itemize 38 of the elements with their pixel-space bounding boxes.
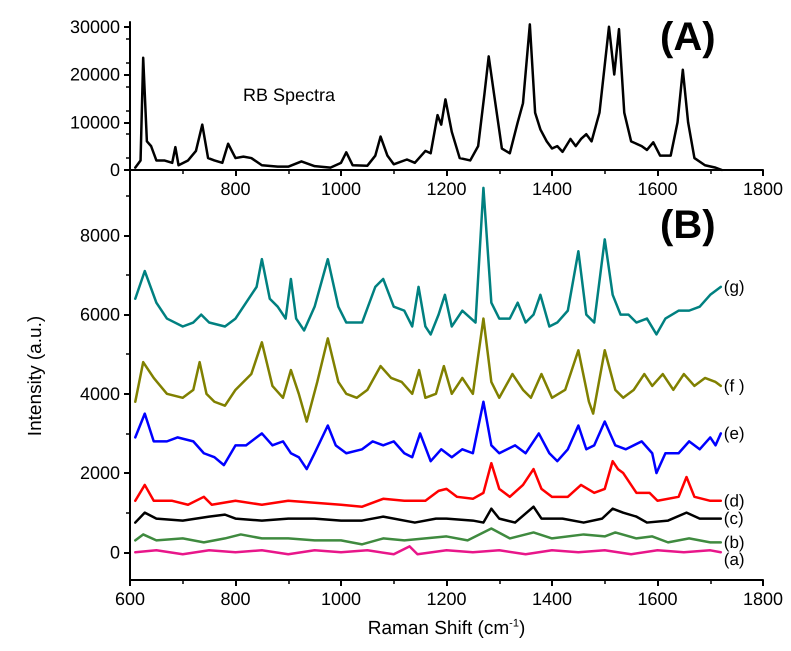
x-tick-label: 800 bbox=[220, 589, 251, 609]
line-series bbox=[134, 527, 722, 546]
x-tick-label: 1800 bbox=[742, 179, 784, 199]
y-tick-label: 20000 bbox=[70, 64, 120, 85]
series-label: (c) bbox=[724, 509, 744, 528]
x-tick-label: 1000 bbox=[320, 589, 362, 609]
y-tick-label: 30000 bbox=[70, 16, 120, 37]
y-tick-label: 6000 bbox=[80, 304, 120, 325]
x-tick-label: 1600 bbox=[637, 589, 678, 609]
series-label: (g) bbox=[724, 277, 745, 296]
y-tick-label: 10000 bbox=[70, 112, 120, 132]
x-tick-label: 1800 bbox=[742, 589, 784, 609]
x-tick-label: 1200 bbox=[426, 179, 467, 199]
y-axis-title: Intensity (a.u.) bbox=[25, 316, 46, 436]
x-tick-label: 1400 bbox=[532, 589, 572, 609]
series-label: (e) bbox=[724, 424, 745, 443]
line-series bbox=[134, 400, 722, 474]
x-tick-label: 600 bbox=[114, 589, 146, 609]
y-tick-label: 4000 bbox=[80, 384, 120, 404]
y-tick-label: 0 bbox=[110, 160, 120, 180]
x-tick-label: 1600 bbox=[637, 179, 678, 199]
y-tick-label: 2000 bbox=[80, 463, 120, 484]
y-tick-label: 0 bbox=[110, 542, 120, 562]
series-label: (f ) bbox=[724, 376, 745, 396]
x-tick-label: 800 bbox=[220, 179, 251, 199]
chart-title: (A) bbox=[660, 15, 716, 59]
series-label: (d) bbox=[724, 491, 745, 510]
x-tick-label: 1200 bbox=[426, 589, 467, 609]
line-series bbox=[134, 545, 722, 556]
text: (B) bbox=[660, 203, 716, 247]
y-tick-label: 8000 bbox=[80, 225, 120, 246]
line-series bbox=[134, 460, 722, 508]
line-series bbox=[134, 317, 722, 423]
x-tick-label: 1400 bbox=[532, 179, 572, 199]
annotation: RB Spectra bbox=[243, 85, 336, 105]
x-tick-label: 1000 bbox=[320, 179, 362, 199]
line-series bbox=[134, 505, 722, 524]
series-label: (b) bbox=[724, 532, 745, 552]
